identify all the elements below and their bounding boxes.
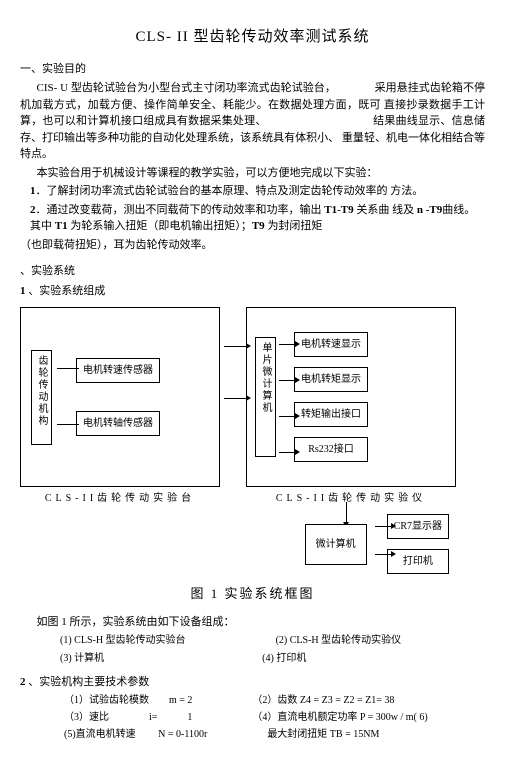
right-caption: CLS-II齿轮传动实验仪 [276,491,426,506]
gear-mechanism-box: 齿轮传动机构 [31,350,52,445]
torque-display-box: 电机转矩显示 [294,367,368,392]
paragraph-2: 本实验台用于机械设计等课程的教学实验，可以方便地完成以下实验： [20,165,485,182]
s3-text: 、实验机构主要技术参数 [26,676,150,688]
li2d: n -T9 [417,204,442,216]
equip-row-2: (3) 计算机 (4) 打印机 [60,651,485,666]
left-inner: 齿轮传动机构 电机转速传感器 电机转轴传感器 [31,322,209,472]
lower-right-col: CR7显示器 打印机 [387,514,449,574]
section-2-heading: 、实验系统 [20,263,485,280]
printer-box: 打印机 [387,549,449,574]
spec-row-2: （3）速比 i= 1 （4）直流电机额定功率 P = 300w / m( 6) [64,710,485,725]
spec-row-3: (5)直流电机转速 N = 0-1100r 最大封闭扭矩 TB = 15NM [64,727,485,742]
speed-display-box: 电机转速显示 [294,332,368,357]
section-1-heading: 一、实验目的 [20,61,485,78]
list-item-2: 2．通过改变载荷，测出不同载荷下的传动效率和功率，输出 T1-T9 关系曲 线及… [30,202,485,235]
speed-sensor-box: 电机转速传感器 [76,358,160,383]
li2f: T1 [55,220,68,232]
lower-diagram: 微计算机 CR7显示器 打印机 [20,514,449,574]
li2b: T1-T9 [324,204,353,216]
shaft-sensor-box: 电机转轴传感器 [76,411,160,436]
list-text-1: ．了解封闭功率流式齿轮试验台的基本原理、特点及测定齿轮传动效率的 方法。 [36,185,424,197]
microcomputer-box: 微计算机 [305,524,367,565]
spec-3b: 最大封闭扭矩 TB = 15NM [267,727,379,742]
equip-3: (3) 计算机 [60,651,104,666]
diagram-row: 齿轮传动机构 电机转速传感器 电机转轴传感器 CLS-II齿轮传动实验台 单片微… [20,307,485,506]
torque-output-box: 转矩输出接口 [294,402,368,427]
li2i: 为封闭扭矩 [265,220,323,232]
list-item-1: 1．了解封闭功率流式齿轮试验台的基本原理、特点及测定齿轮传动效率的 方法。 [30,183,485,200]
spec-row-1: （1）试验齿轮模数 m = 2 （2）齿数 Z4 = Z3 = Z2 = Z1=… [64,693,485,708]
left-block: 齿轮传动机构 电机转速传感器 电机转轴传感器 CLS-II齿轮传动实验台 [20,307,220,506]
left-caption: CLS-II齿轮传动实验台 [45,491,195,506]
page-title: CLS- II 型齿轮传动效率测试系统 [20,26,485,49]
spec-1b: （2）齿数 Z4 = Z3 = Z2 = Z1= 38 [252,693,394,708]
spec-2a: （3）速比 i= 1 [64,710,192,725]
right-big-box: 单片微计算机 电机转速显示 电机转矩显示 转矩输出接口 Rs232接口 [246,307,456,487]
left-sensor-col: 电机转速传感器 电机转轴传感器 [76,358,160,436]
li2g: 为轮系输入扭矩（即电机输出扭矩）； [68,220,252,232]
li2c: 关系曲 线及 [354,204,417,216]
section-2-sub: 1 、实验系统组成 [20,283,485,300]
specs-block: （1）试验齿轮模数 m = 2 （2）齿数 Z4 = Z3 = Z2 = Z1=… [64,693,485,742]
s2-sub-text: 、实验系统组成 [26,285,106,297]
mcu-box: 单片微计算机 [255,337,276,457]
spec-3a: (5)直流电机转速 N = 0-1100r [64,727,207,742]
equip-intro: 如图 1 所示，实验系统由如下设备组成： [20,614,485,631]
right-inner: 单片微计算机 电机转速显示 电机转矩显示 转矩输出接口 Rs232接口 [255,318,447,476]
right-block: 单片微计算机 电机转速显示 电机转矩显示 转矩输出接口 Rs232接口 CLS-… [246,307,456,506]
left-big-box: 齿轮传动机构 电机转速传感器 电机转轴传感器 [20,307,220,487]
rs232-box: Rs232接口 [294,437,368,462]
section-3-heading: 2 、实验机构主要技术参数 [20,674,485,691]
right-col: 电机转速显示 电机转矩显示 转矩输出接口 Rs232接口 [294,332,368,462]
paragraph-3: （也即载荷扭矩），耳为齿轮传动效率。 [20,237,485,254]
equip-1: (1) CLS-H 型齿轮传动实验台 [60,633,186,648]
lower-row: 微计算机 CR7显示器 打印机 [305,514,449,574]
equip-list: (1) CLS-H 型齿轮传动实验台 (2) CLS-H 型齿轮传动实验仪 (3… [60,633,485,666]
paragraph-1: CIS- U 型齿轮试验台为小型台式主寸闭功率流式齿轮试验台， 采用悬挂式齿轮箱… [20,80,485,163]
li2h: T9 [252,220,265,232]
crt-box: CR7显示器 [387,514,449,539]
equip-4: (4) 打印机 [262,651,306,666]
li2a: ．通过改变载荷，测出不同载荷下的传动效率和功率，输出 [36,204,325,216]
spec-1a: （1）试验齿轮模数 m = 2 [64,693,192,708]
figure-title: 图 1 实验系统框图 [20,584,485,604]
equip-2: (2) CLS-H 型齿轮传动实验仪 [276,633,402,648]
equip-row-1: (1) CLS-H 型齿轮传动实验台 (2) CLS-H 型齿轮传动实验仪 [60,633,485,648]
spec-2b: （4）直流电机额定功率 P = 300w / m( 6) [252,710,427,725]
